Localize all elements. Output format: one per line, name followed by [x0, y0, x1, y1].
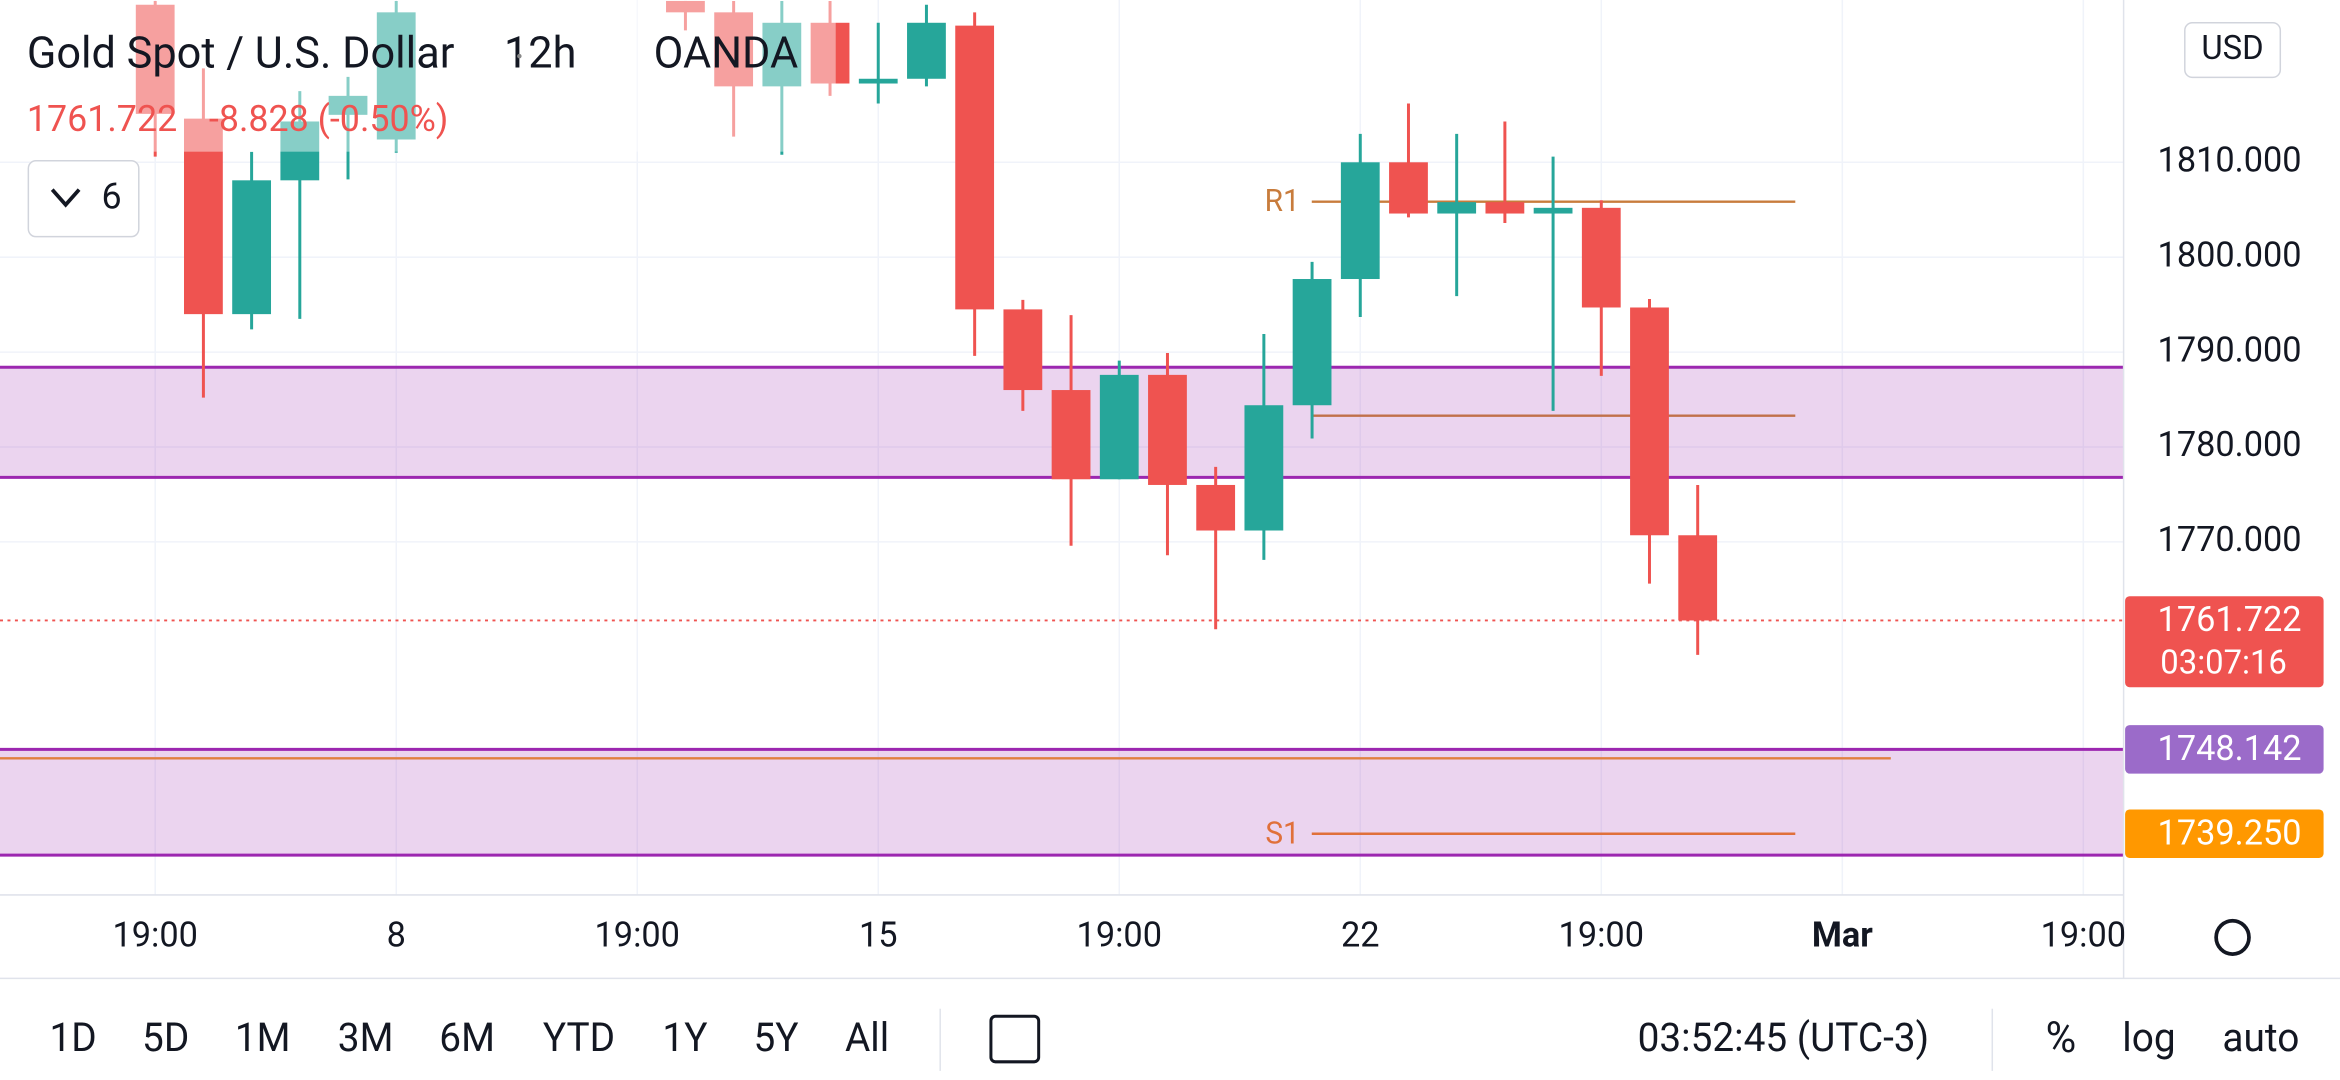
calendar-icon[interactable]: [989, 1014, 1041, 1064]
y-tick-label: 1790.000: [2158, 330, 2302, 370]
candle-body: [376, 12, 416, 140]
price-label: 1739.250: [2158, 813, 2302, 853]
candle-body: [1437, 202, 1477, 214]
zone: [0, 749, 2124, 856]
log-toggle[interactable]: log: [2122, 1015, 2175, 1061]
candle-body: [1485, 202, 1525, 214]
candle-body: [907, 22, 946, 79]
candle-body: [1389, 162, 1428, 214]
countdown: 03:07:16: [2160, 643, 2287, 682]
candle-body: [1196, 484, 1236, 531]
price-change: -8.828 (-0.50%): [209, 97, 448, 140]
source: OANDA: [654, 27, 799, 78]
price-label: 1748.142: [2158, 729, 2302, 769]
clock: 03:52:45 (UTC-3): [1638, 1015, 1930, 1061]
indicator-count: 6: [101, 174, 121, 217]
candle-body: [714, 12, 754, 87]
header-overlay: [0, 0, 836, 152]
candle-body: [280, 121, 320, 181]
range-button[interactable]: All: [845, 1015, 889, 1061]
settings-icon[interactable]: [2214, 918, 2251, 956]
candle-body: [1581, 207, 1621, 308]
candle-body: [1003, 309, 1043, 391]
y-tick-label: 1810.000: [2158, 140, 2302, 180]
candle-body: [328, 95, 368, 115]
candle-body: [858, 78, 898, 84]
header: Gold Spot / U.S. Dollar 12h OANDA 1761.7…: [27, 21, 2282, 238]
interval: 12h: [504, 27, 576, 78]
price-label-box: [2125, 725, 2324, 774]
x-tick-label: 22: [1341, 915, 1380, 955]
plot: R1 S1: [0, 0, 2124, 895]
candle-body: [1051, 390, 1091, 480]
x-tick-label: 15: [859, 915, 898, 955]
x-tick-label: 19:00: [2041, 915, 2126, 955]
x-tick-label: Mar: [1812, 915, 1873, 955]
x-tick-label: 19:00: [1077, 915, 1162, 955]
chevron-icon: [50, 188, 81, 208]
candle-body: [1099, 374, 1139, 480]
pivot-label: R1: [1265, 184, 1300, 219]
price-label-box: [2125, 596, 2324, 688]
separator: [517, 53, 522, 59]
candle-body: [1678, 535, 1718, 621]
price-label-box: [2125, 809, 2324, 859]
range-button[interactable]: 5Y: [753, 1015, 799, 1061]
auto-toggle[interactable]: auto: [2222, 1015, 2299, 1061]
last-price: 1761.722: [27, 97, 177, 140]
range-button[interactable]: 3M: [338, 1015, 394, 1061]
percent-toggle[interactable]: %: [2046, 1013, 2077, 1062]
range-button[interactable]: 1D: [49, 1015, 96, 1061]
currency-button[interactable]: [2184, 21, 2282, 79]
symbol-title: Gold Spot / U.S. Dollar: [27, 27, 455, 78]
candle-body: [184, 118, 223, 315]
candle-body: [135, 4, 175, 114]
candle-body: [1292, 279, 1332, 406]
candle-body: [232, 180, 272, 315]
candle-body: [666, 0, 705, 13]
y-tick-label: 1780.000: [2158, 425, 2302, 465]
range-button[interactable]: 5D: [142, 1015, 189, 1061]
indicators-button[interactable]: [27, 160, 140, 238]
y-tick-label: 1800.000: [2158, 235, 2302, 275]
candle-body: [1244, 405, 1284, 531]
currency: USD: [2201, 29, 2263, 68]
range-button[interactable]: 6M: [439, 1015, 495, 1061]
range-button[interactable]: 1Y: [662, 1015, 708, 1061]
x-tick-label: 19:00: [1559, 915, 1644, 955]
candle-body: [1630, 307, 1669, 536]
x-tick-label: 19:00: [595, 915, 680, 955]
x-tick-label: 8: [387, 915, 406, 955]
candle-body: [955, 25, 995, 310]
price-label: 1761.722: [2158, 600, 2302, 640]
candle-body: [1148, 374, 1187, 485]
y-tick-label: 1770.000: [2158, 520, 2302, 560]
x-tick-label: 19:00: [112, 915, 197, 955]
pivot-label: S1: [1265, 816, 1299, 851]
candle-body: [762, 22, 802, 87]
toolbar: 03:52:45 (UTC-3) % log auto: [939, 918, 2299, 1071]
range-button[interactable]: YTD: [543, 1015, 615, 1061]
range-button[interactable]: 1M: [235, 1015, 291, 1061]
candle-body: [810, 22, 850, 84]
candle-body: [1340, 162, 1380, 280]
candle-body: [1533, 207, 1573, 214]
